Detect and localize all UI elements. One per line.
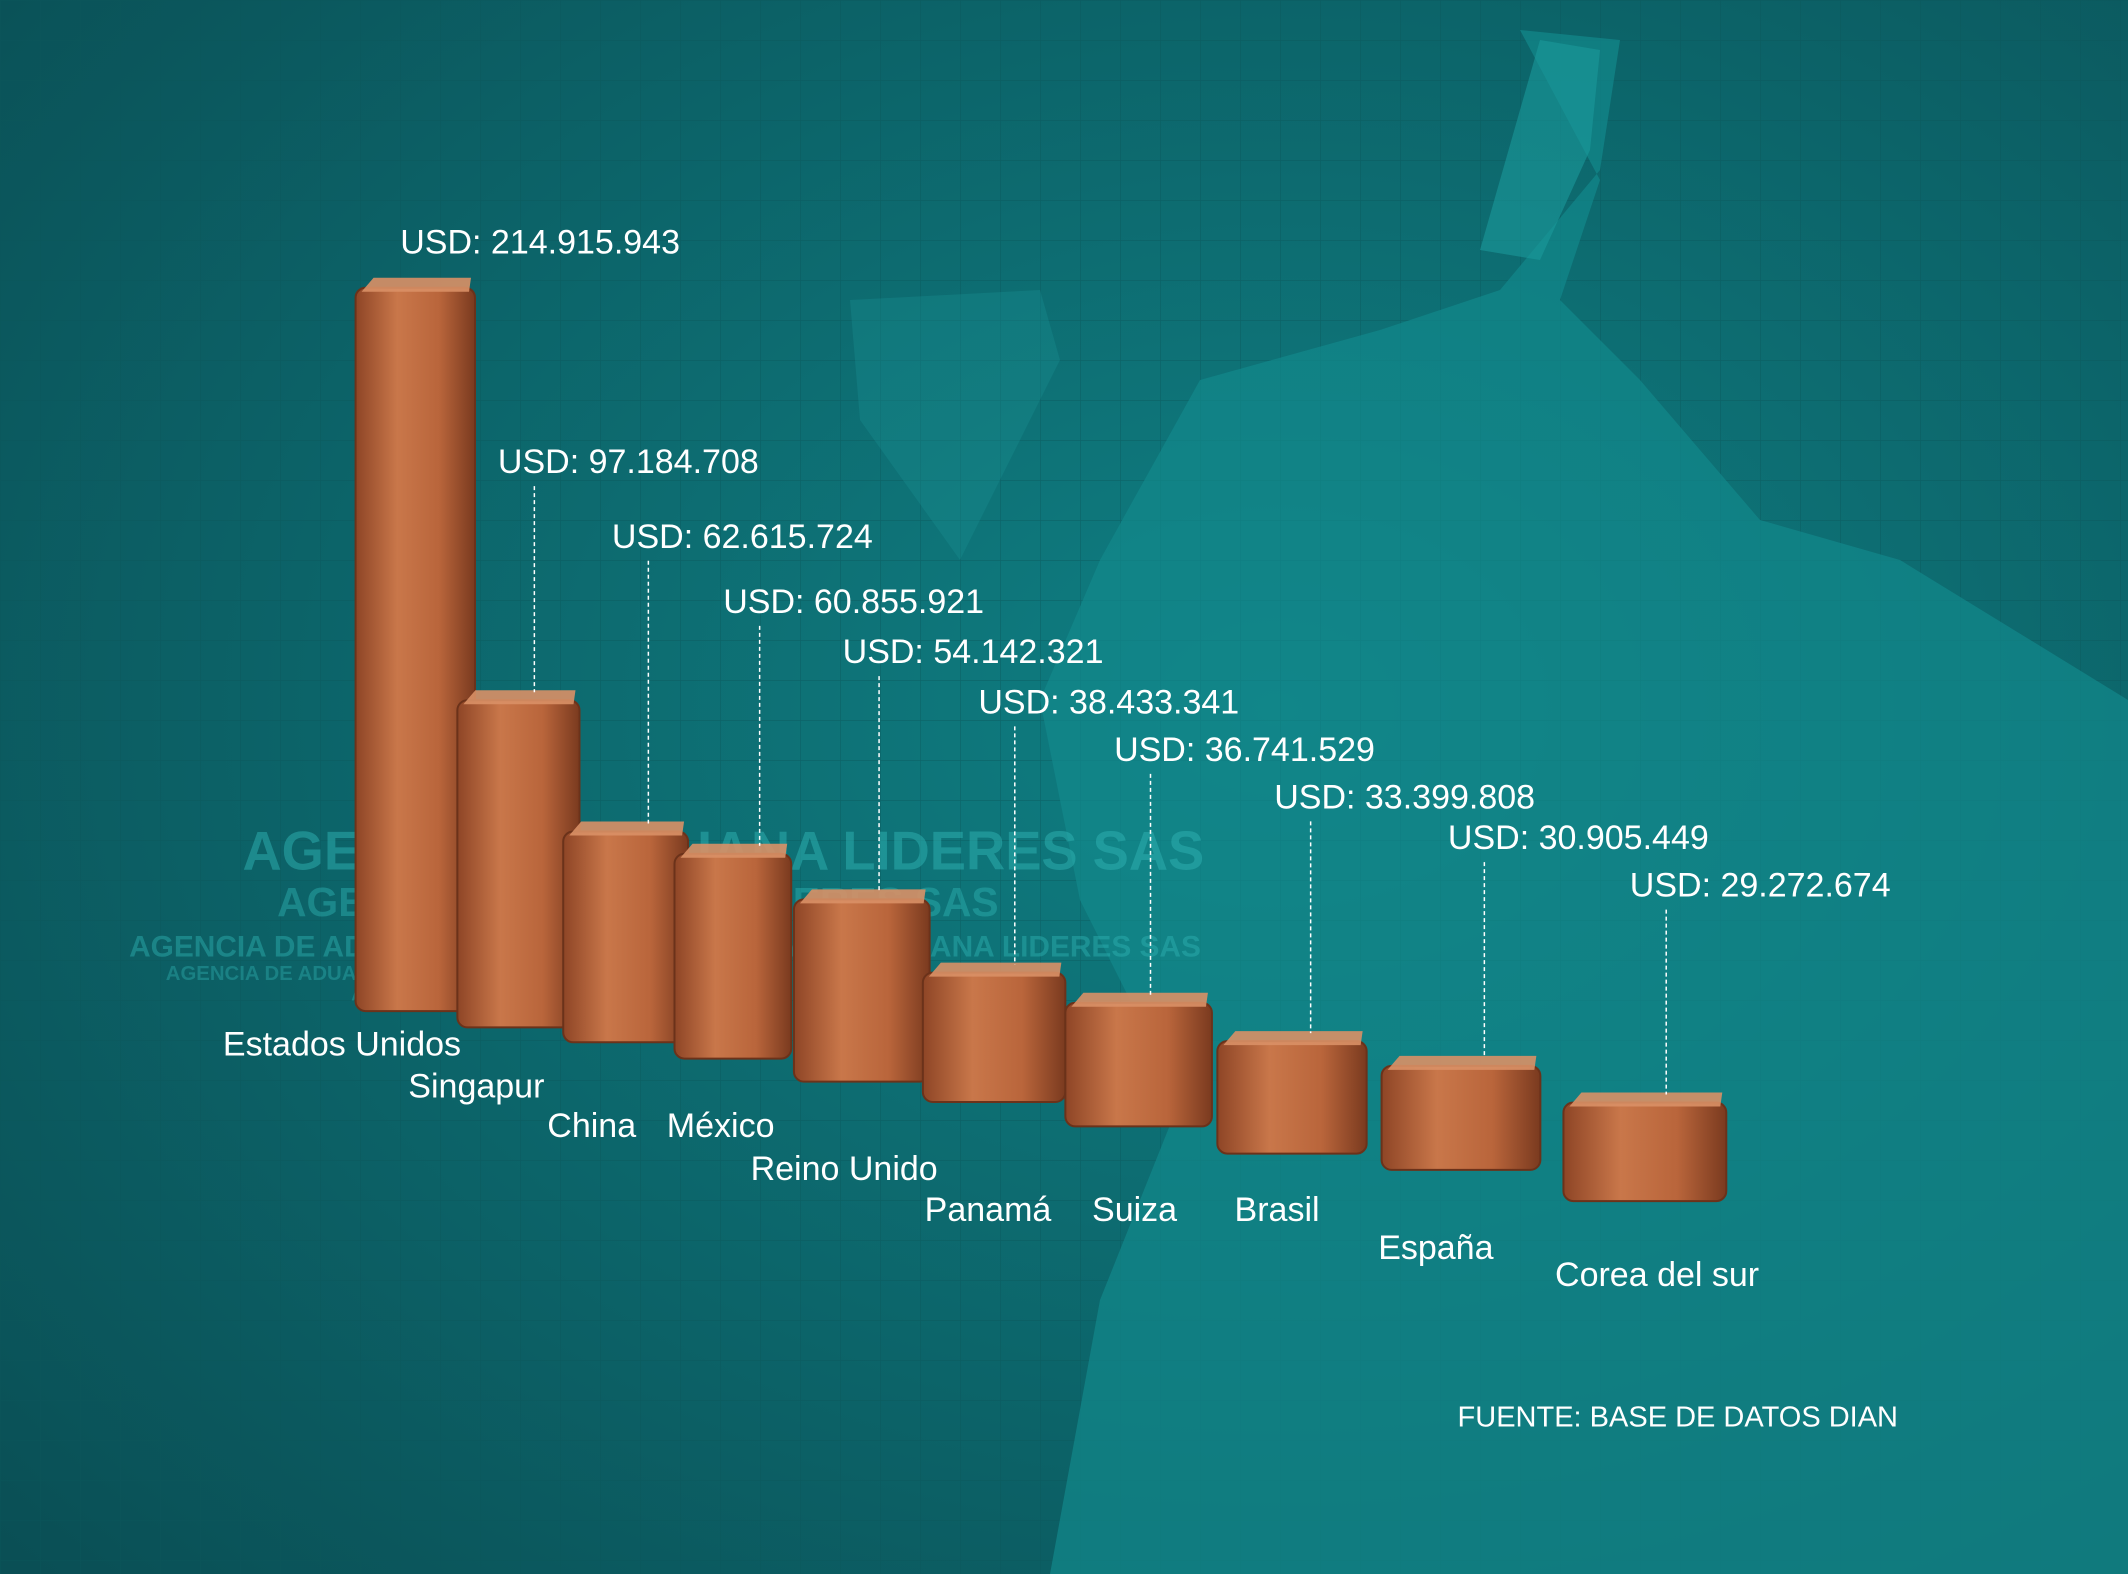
bar-top xyxy=(1071,992,1208,1007)
bar xyxy=(1562,1101,1728,1203)
category-label: Corea del sur xyxy=(1555,1256,1759,1294)
bar xyxy=(792,898,931,1083)
logo-shape xyxy=(850,290,1060,560)
bar-top xyxy=(799,889,926,904)
bar-top xyxy=(361,277,471,292)
bar-top xyxy=(928,962,1062,977)
value-label: USD: 54.142.321 xyxy=(843,633,1104,671)
bar-top xyxy=(569,821,685,836)
bar xyxy=(921,971,1067,1103)
bar-top xyxy=(463,690,576,705)
category-label: China xyxy=(547,1107,636,1145)
bar-top xyxy=(1569,1092,1723,1107)
bar xyxy=(456,699,581,1029)
category-label: Suiza xyxy=(1092,1191,1177,1229)
map-shape xyxy=(1040,30,2128,1574)
map-region xyxy=(1480,40,1600,260)
bar-top xyxy=(680,843,788,858)
source-note: FUENTE: BASE DE DATOS DIAN xyxy=(1458,1402,1898,1434)
bar-top xyxy=(1387,1055,1537,1070)
category-label: España xyxy=(1378,1229,1493,1267)
bars: USD: 214.915.943 Estados Unidos USD: 97.18… xyxy=(223,223,1891,1294)
value-label: USD: 214.915.943 xyxy=(400,223,680,261)
bar-top xyxy=(1223,1031,1363,1046)
value-label: USD: 36.741.529 xyxy=(1114,731,1375,769)
category-label: Panamá xyxy=(925,1191,1052,1229)
category-label: Reino Unido xyxy=(751,1150,938,1188)
value-label: USD: 38.433.341 xyxy=(978,683,1239,721)
value-label: USD: 29.272.674 xyxy=(1630,867,1891,905)
category-label: México xyxy=(667,1107,775,1145)
category-label: Singapur xyxy=(408,1067,544,1105)
value-label: USD: 62.615.724 xyxy=(612,518,873,556)
bar xyxy=(673,852,793,1060)
bar xyxy=(1216,1040,1368,1155)
value-label: USD: 33.399.808 xyxy=(1274,778,1535,816)
bar xyxy=(1380,1064,1542,1171)
category-label: Estados Unidos xyxy=(223,1025,461,1063)
bar xyxy=(1064,1001,1213,1128)
category-label: Brasil xyxy=(1235,1191,1320,1229)
value-label: USD: 60.855.921 xyxy=(723,583,984,621)
bar xyxy=(562,830,690,1044)
value-label: USD: 30.905.449 xyxy=(1448,819,1709,857)
value-label: USD: 97.184.708 xyxy=(498,443,759,481)
